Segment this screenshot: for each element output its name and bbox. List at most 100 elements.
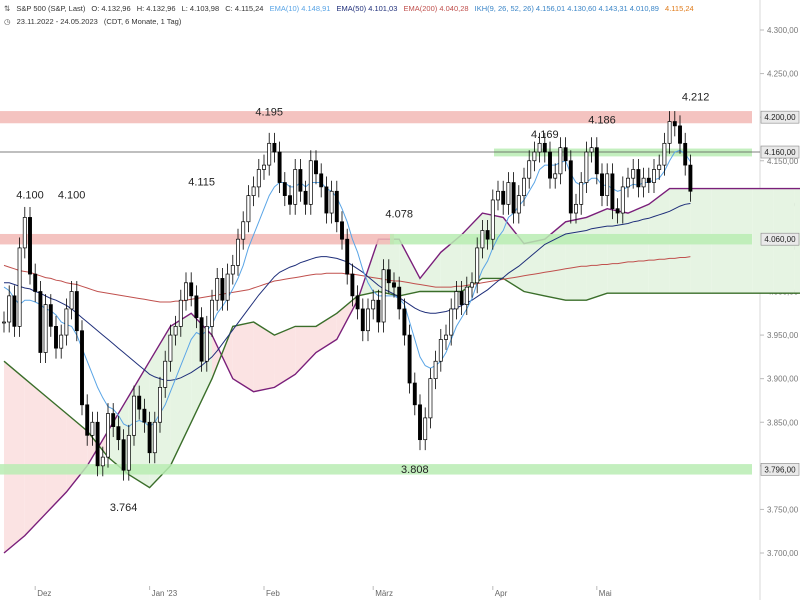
candle-body bbox=[329, 190, 334, 214]
y-tick-label: 4.300,00 bbox=[767, 26, 799, 35]
x-tick-label: März bbox=[375, 589, 393, 598]
price-label-box bbox=[760, 110, 800, 124]
y-tick-label: 3.700,00 bbox=[767, 549, 799, 558]
candle-body bbox=[366, 308, 370, 332]
candle-body bbox=[402, 308, 407, 336]
support-zone bbox=[494, 148, 752, 157]
candle-body bbox=[210, 299, 214, 327]
candle-body bbox=[137, 395, 142, 410]
candle-body bbox=[267, 142, 272, 166]
candle-body bbox=[584, 151, 589, 183]
annotation-label: 4.212 bbox=[682, 92, 710, 104]
candle-body bbox=[615, 208, 620, 214]
price-label-box bbox=[760, 145, 800, 159]
price-label: 4.160,00 bbox=[764, 148, 796, 157]
cloud-segment bbox=[274, 326, 296, 388]
candle-body bbox=[438, 339, 443, 362]
candle-body bbox=[646, 177, 651, 183]
candle-body bbox=[610, 173, 615, 210]
candle-body bbox=[319, 173, 324, 188]
y-tick-label: 3.750,00 bbox=[767, 505, 799, 514]
annotation-label: 4.100 bbox=[16, 189, 44, 201]
candle-body bbox=[423, 417, 428, 441]
ikh-legend[interactable]: IKH(9, 26, 52, 26) 4.156,01 4.130,60 4.1… bbox=[474, 4, 659, 13]
ema10-line bbox=[3, 149, 691, 428]
price-label-box bbox=[760, 463, 800, 476]
candle-body bbox=[360, 308, 365, 332]
annotation-label: 3.764 bbox=[110, 502, 138, 514]
candle-body bbox=[574, 203, 578, 214]
candle-body bbox=[152, 421, 157, 454]
candle-body bbox=[548, 151, 552, 179]
cloud-segment bbox=[253, 322, 275, 392]
candle-body bbox=[657, 164, 662, 170]
candle-body bbox=[449, 308, 454, 336]
annotation-label: 4.169 bbox=[531, 129, 559, 141]
candle-body bbox=[48, 304, 53, 327]
open-value: O: 4.132,96 bbox=[91, 4, 131, 13]
support-zone bbox=[390, 233, 752, 245]
low-value: L: 4.103,98 bbox=[181, 4, 220, 13]
candle-body bbox=[376, 299, 381, 323]
price-label: 4.060,00 bbox=[764, 235, 796, 244]
candle-body bbox=[652, 169, 656, 183]
x-tick-label: Dez bbox=[37, 589, 51, 598]
candle-body bbox=[516, 195, 521, 214]
price-label: 4.200,00 bbox=[764, 113, 796, 122]
chart-header: ⇅ S&P 500 (S&P, Last) O: 4.132,96 H: 4.1… bbox=[0, 0, 760, 32]
candle-body bbox=[22, 217, 27, 249]
candle-body bbox=[116, 426, 121, 441]
cloud-span-a-line bbox=[3, 187, 800, 554]
candle-body bbox=[204, 326, 209, 362]
candle-body bbox=[85, 404, 90, 436]
candle-body bbox=[17, 247, 22, 327]
candle-body bbox=[2, 321, 6, 324]
candle-body bbox=[688, 164, 693, 192]
candle-body bbox=[605, 173, 610, 196]
date-range: 23.11.2022 - 24.05.2023 bbox=[16, 17, 98, 26]
candle-body bbox=[620, 186, 625, 214]
candle-body bbox=[173, 326, 178, 336]
candle-body bbox=[246, 195, 251, 223]
ema200-legend[interactable]: EMA(200) 4.040,28 bbox=[403, 4, 469, 13]
candle-body bbox=[74, 291, 79, 332]
price-label: 3.796,00 bbox=[764, 465, 796, 474]
candle-body bbox=[282, 182, 287, 196]
candle-body bbox=[298, 169, 303, 192]
candle-body bbox=[230, 265, 235, 275]
candle-body bbox=[589, 147, 594, 153]
candle-body bbox=[340, 221, 344, 240]
candle-body bbox=[527, 160, 532, 179]
candle-body bbox=[662, 142, 667, 166]
candle-body bbox=[121, 439, 126, 471]
candle-body bbox=[553, 173, 558, 179]
cloud-segment bbox=[4, 361, 25, 553]
candle-body bbox=[168, 334, 173, 362]
candle-body bbox=[100, 456, 105, 467]
candle-body bbox=[407, 334, 412, 384]
cloud-segment bbox=[607, 208, 628, 294]
y-tick-label: 3.950,00 bbox=[767, 331, 799, 340]
candle-body bbox=[215, 278, 220, 301]
candle-body bbox=[111, 413, 116, 427]
candle-body bbox=[672, 121, 677, 127]
ema50-legend[interactable]: EMA(50) 4.101,03 bbox=[336, 4, 398, 13]
candle-body bbox=[522, 177, 526, 196]
candle-body bbox=[272, 142, 277, 153]
y-tick-label: 4.250,00 bbox=[767, 70, 799, 79]
candle-body bbox=[345, 238, 350, 275]
cloud-segment bbox=[586, 208, 608, 301]
candle-body bbox=[641, 177, 646, 188]
ikh-last-value: 4.115,24 bbox=[665, 4, 694, 13]
candle-body bbox=[412, 382, 417, 406]
candle-body bbox=[132, 395, 136, 436]
header-row-quote: ⇅ S&P 500 (S&P, Last) O: 4.132,96 H: 4.1… bbox=[4, 3, 698, 14]
candle-body bbox=[485, 230, 490, 240]
candle-body bbox=[579, 182, 584, 205]
candle-body bbox=[262, 164, 266, 170]
candle-body bbox=[147, 421, 152, 454]
ema10-legend[interactable]: EMA(10) 4.148,91 bbox=[269, 4, 331, 13]
candle-body bbox=[444, 334, 448, 340]
candle-body bbox=[631, 169, 636, 179]
